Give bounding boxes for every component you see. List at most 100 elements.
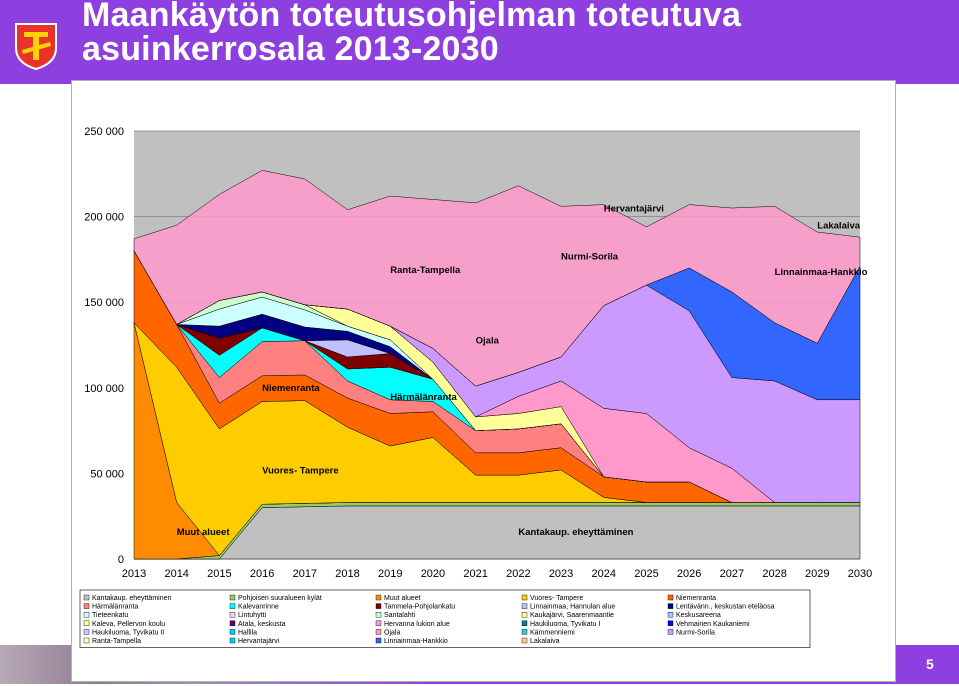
legend-entry: Ranta-Tampella	[92, 638, 141, 645]
area-label: Niemenranta	[262, 383, 320, 394]
legend-entry: Tieteenkatu	[92, 612, 128, 619]
x-tick-label: 2029	[805, 568, 829, 580]
legend-entry: Kantakaup. eheyttäminen	[92, 595, 171, 602]
legend-entry: Lakalaiva	[530, 638, 560, 645]
legend-entry: Vuores- Tampere	[530, 595, 583, 602]
x-tick-label: 2028	[762, 568, 786, 580]
area-label: Muut alueet	[177, 527, 231, 538]
legend-entry: Vehmainen Kaukaniemi	[676, 621, 750, 628]
area-series	[133, 170, 861, 560]
x-tick-label: 2016	[250, 568, 274, 580]
legend-swatch	[375, 620, 382, 626]
legend-swatch	[83, 612, 90, 618]
legend-entry: Tammela-Pohjolankatu	[384, 604, 455, 611]
x-tick-label: 2030	[848, 568, 872, 580]
legend-swatch	[375, 603, 382, 609]
area-label: Lakalaiva	[817, 221, 860, 232]
area-label: Linnainmaa-Hankkio	[775, 267, 868, 278]
x-tick-label: 2018	[335, 568, 359, 580]
legend-entry: Atala, keskusta	[238, 621, 286, 628]
y-tick-label: 100 000	[84, 383, 124, 395]
area-label: Ranta-Tampella	[390, 265, 461, 276]
legend-swatch	[667, 594, 674, 601]
legend-entry: Kaleva, Pellervon koulu	[92, 621, 165, 628]
legend-swatch	[521, 620, 528, 626]
area-labels: Muut alueet Vuores- Tampere Niemenranta Här…	[177, 203, 868, 538]
x-tick-label: 2021	[463, 568, 487, 580]
legend-entry: Haukiluoma, Tyvikatu II	[92, 629, 164, 636]
area-label: Vuores- Tampere	[262, 465, 339, 476]
legend-entry: Pohjoisen suuralueen kylät	[238, 595, 322, 602]
legend-swatch	[229, 637, 236, 644]
legend-entry: Hervantajärvi	[238, 638, 280, 645]
x-tick-label: 2027	[720, 568, 744, 580]
legend-swatch	[667, 620, 674, 626]
legend-entry: Linnainmaa, Hannulan alue	[530, 604, 615, 611]
x-tick-label: 2015	[207, 568, 231, 580]
x-tick-label: 2026	[677, 568, 701, 580]
area-label: Kantakaup. eheyttäminen	[518, 527, 633, 538]
legend-swatch	[83, 594, 90, 601]
legend-swatch	[667, 629, 674, 635]
legend-swatch	[229, 612, 236, 618]
page-number: 5	[926, 656, 934, 672]
legend-entry: Hallila	[238, 629, 257, 636]
y-tick-label: 250 000	[84, 126, 124, 138]
legend-entry: Nurmi-Sorila	[676, 629, 715, 636]
legend: Kantakaup. eheyttäminen Pohjoisen suuralu…	[79, 589, 811, 648]
legend-swatch	[229, 603, 236, 609]
chart-frame: 0 50 000 100 000 150 000 200 000 250 000 2013 2…	[71, 80, 896, 682]
legend-swatch	[521, 603, 528, 609]
legend-swatch	[521, 612, 528, 618]
y-tick-label: 200 000	[84, 212, 124, 224]
area-label: Härmälänranta	[390, 392, 457, 403]
legend-swatch	[375, 594, 382, 601]
slide-title-line-2: asuinkerrosala 2013-2030	[82, 30, 499, 68]
legend-swatch	[375, 612, 382, 618]
legend-entry: Linnainmaa-Hankkio	[384, 638, 448, 645]
x-tick-label: 2024	[592, 568, 616, 580]
x-tick-label: 2023	[549, 568, 573, 580]
legend-swatch	[229, 594, 236, 601]
tampere-coat-of-arms-icon	[15, 23, 57, 70]
slide-title-line-1: Maankäytön toteutusohjelman toteutuva	[82, 0, 742, 34]
y-tick-label: 50 000	[90, 468, 124, 480]
legend-swatch	[229, 620, 236, 626]
x-tick-label: 2014	[164, 568, 188, 580]
legend-swatch	[229, 629, 236, 635]
legend-swatch	[667, 603, 674, 609]
legend-swatch	[667, 612, 674, 618]
x-tick-label: 2022	[506, 568, 530, 580]
legend-swatch	[521, 594, 528, 601]
legend-swatch	[83, 637, 90, 644]
legend-swatch	[521, 637, 528, 644]
legend-entry: Haukiluoma, Tyvikatu I	[530, 621, 600, 628]
area-label: Hervantajärvi	[604, 203, 664, 214]
legend-entry: Härmälänranta	[92, 604, 138, 611]
area-upper-projects	[133, 170, 861, 387]
x-tick-label: 2025	[634, 568, 658, 580]
axes: 0 50 000 100 000 150 000 200 000 250 000 2013 2…	[84, 126, 872, 580]
slide-title: Maankäytön toteutusohjelman toteutuva as…	[82, 0, 741, 66]
y-tick-label: 150 000	[84, 297, 124, 309]
legend-entry: Niemenranta	[676, 595, 716, 602]
legend-swatch	[83, 629, 90, 635]
area-label: Nurmi-Sorila	[561, 251, 619, 262]
legend-entry: Ojala	[384, 629, 400, 636]
legend-entry: Kämmenniemi	[530, 629, 575, 636]
legend-swatch	[375, 629, 382, 635]
legend-entry: Lintuhytti	[238, 612, 266, 619]
legend-entry: Lentävänn., keskustan eteläosa	[676, 604, 775, 611]
legend-entry: Kalevanrinne	[238, 604, 279, 611]
x-tick-label: 2020	[421, 568, 445, 580]
legend-entry: Hervanna lukion alue	[384, 621, 450, 628]
x-tick-label: 2017	[293, 568, 317, 580]
legend-entry: Muut alueet	[384, 595, 421, 602]
legend-entry: Keskusareena	[676, 612, 721, 619]
y-tick-label: 0	[118, 554, 124, 566]
legend-swatch	[83, 620, 90, 626]
legend-entry: Kaukajärvi, Saarenmaantie	[530, 612, 614, 619]
legend-swatch	[521, 629, 528, 635]
stacked-area-chart: 0 50 000 100 000 150 000 200 000 250 000 2013 2…	[79, 126, 872, 648]
title-bar	[0, 0, 959, 84]
